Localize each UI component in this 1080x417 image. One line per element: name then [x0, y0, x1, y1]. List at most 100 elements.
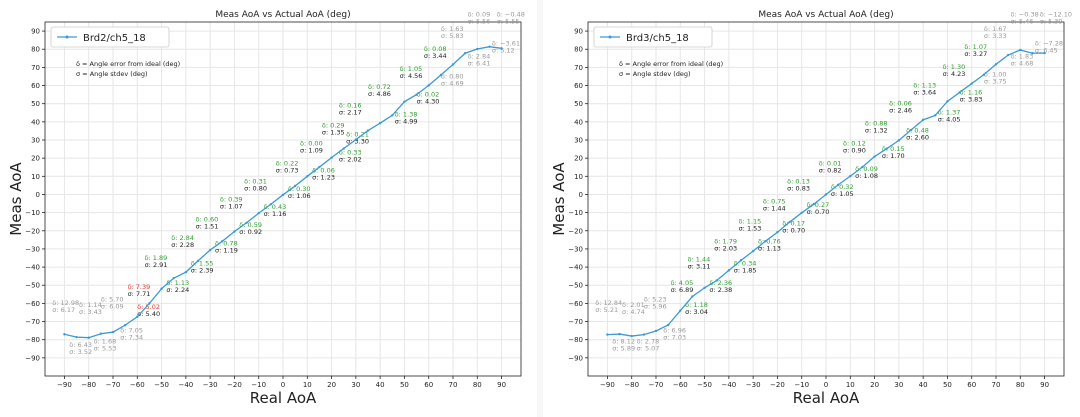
- data-point: [934, 114, 937, 117]
- y-tick-label: 40: [574, 118, 583, 126]
- data-point: [1043, 51, 1046, 55]
- legend-label: Brd2/ch5_18: [83, 33, 146, 44]
- data-point: [691, 295, 694, 298]
- note-sigma: σ = Angle stdev (deg): [619, 70, 691, 78]
- delta-label: δ: 0.09: [855, 165, 878, 173]
- point-annotation: δ: 0.43σ: 1.16: [264, 203, 287, 218]
- data-point: [1019, 48, 1022, 52]
- x-tick-label: 60: [424, 381, 433, 389]
- point-annotation: δ: 0.75σ: 1.44: [763, 198, 786, 213]
- data-point: [366, 129, 370, 132]
- point-annotation: δ: −0.38σ: 5.46: [1011, 11, 1039, 26]
- point-annotation: δ: 1.44σ: 3.11: [688, 256, 711, 271]
- delta-label: δ: 0.08: [424, 45, 447, 53]
- delta-label: δ: 1.13: [166, 279, 189, 287]
- data-point: [703, 286, 706, 289]
- chart-right: Meas AoA vs Actual AoA (deg) −90 −80 −70 −60…: [550, 10, 1072, 407]
- sigma-label: σ: 0.70: [807, 208, 830, 216]
- data-point: [776, 231, 779, 234]
- sigma-label: σ: 6.45: [1035, 47, 1058, 55]
- delta-label: δ: 0.78: [215, 239, 238, 247]
- delta-label: δ: 4.05: [671, 279, 694, 287]
- sigma-label: σ: 6.89: [671, 286, 694, 294]
- point-annotation: δ: 1.67σ: 3.33: [984, 25, 1007, 40]
- point-annotation: δ: 0.78σ: 1.19: [215, 239, 238, 254]
- point-annotation: δ: 1.00σ: 3.75: [984, 70, 1007, 85]
- point-annotation: δ: 1.37σ: 4.05: [938, 109, 961, 124]
- data-point: [982, 73, 986, 76]
- delta-label: δ: −3.61: [492, 40, 520, 48]
- sigma-label: σ: 6.09: [101, 303, 124, 311]
- point-annotation: δ: 1.13σ: 2.24: [166, 279, 189, 294]
- y-tick-label: −70: [25, 318, 40, 326]
- delta-label: δ: 0.12: [843, 139, 866, 147]
- delta-label: δ: 1.83: [1011, 52, 1034, 60]
- data-point: [751, 249, 755, 253]
- x-tick-label: −30: [746, 381, 761, 389]
- point-annotation: δ: 0.29σ: 1.35: [322, 121, 345, 136]
- sigma-label: σ: 5.56: [468, 18, 491, 26]
- delta-label: δ: 12.84: [595, 299, 622, 307]
- delta-label: δ: 0.80: [441, 72, 464, 80]
- point-annotation: δ: 8.12σ: 5.89: [612, 337, 635, 352]
- y-tick-label: −10: [25, 209, 40, 217]
- plot-frame: [44, 21, 522, 377]
- point-annotation: δ: 0.33σ: 2.02: [339, 149, 362, 164]
- point-annotation: δ: 1.05σ: 4.56: [400, 65, 423, 80]
- sigma-label: σ: 1.32: [865, 126, 888, 134]
- delta-label: δ: −7.28: [1035, 40, 1063, 48]
- note-delta: δ = Angle error from ideal (deg): [76, 60, 180, 68]
- y-axis-label: Meas AoA: [550, 162, 568, 236]
- delta-label: δ: 1.63: [441, 25, 464, 33]
- point-annotation: δ: 0.34σ: 1.85: [734, 259, 757, 274]
- x-tick-label: −80: [81, 381, 96, 389]
- sigma-label: σ: 6.41: [468, 59, 491, 67]
- delta-label: δ: 1.79: [714, 237, 737, 245]
- delta-label: δ: 1.14: [79, 301, 102, 309]
- point-annotation: δ: 1.83σ: 4.68: [1011, 52, 1034, 67]
- sigma-label: σ: 4.99: [395, 117, 418, 125]
- data-point: [618, 332, 621, 336]
- sigma-label: σ: 3.04: [685, 308, 708, 316]
- data-point: [427, 84, 430, 87]
- y-tick-label: 90: [574, 28, 583, 36]
- data-point: [921, 118, 925, 122]
- sigma-label: σ: 1.44: [763, 205, 786, 213]
- point-annotation: δ: 5.70σ: 6.09: [101, 296, 124, 311]
- point-annotation: δ: 0.16σ: 2.17: [339, 101, 362, 116]
- point-annotation: δ: 0.27σ: 0.70: [807, 201, 830, 216]
- data-point: [257, 211, 260, 215]
- y-tick-label: −90: [25, 354, 40, 362]
- delta-label: δ: 1.38: [395, 110, 418, 118]
- data-point: [873, 155, 876, 158]
- y-tick-label: −30: [568, 245, 583, 253]
- x-tick-label: −90: [57, 381, 72, 389]
- sigma-label: σ: 4.05: [938, 116, 961, 124]
- sigma-label: σ: 1.16: [264, 210, 287, 218]
- point-annotation: δ: 2.36σ: 2.38: [709, 279, 732, 294]
- delta-label: δ: 0.13: [787, 178, 810, 186]
- y-tick-label: −80: [568, 336, 583, 344]
- delta-label: δ: 0.15: [882, 145, 905, 153]
- data-point: [715, 279, 718, 282]
- data-point: [451, 63, 455, 66]
- delta-label: δ: 1.00: [984, 70, 1007, 78]
- sigma-label: σ: 7.03: [663, 333, 686, 341]
- sigma-label: σ: 0.92: [239, 228, 262, 236]
- delta-label: δ: 0.75: [763, 198, 786, 206]
- y-tick-label: 80: [31, 46, 40, 54]
- sigma-label: σ: 1.06: [288, 192, 311, 200]
- delta-label: δ: 0.31: [244, 178, 267, 186]
- y-tick-label: −70: [568, 318, 583, 326]
- sigma-label: σ: 4.23: [943, 70, 966, 78]
- data-point: [196, 259, 200, 263]
- point-annotation: δ: −3.61σ: 5.12: [492, 40, 520, 55]
- delta-label: δ: 0.59: [239, 221, 262, 229]
- x-tick-label: −50: [154, 381, 169, 389]
- delta-label: δ: 1.67: [984, 25, 1007, 33]
- y-axis-label: Meas AoA: [7, 162, 25, 236]
- legend-box: [593, 26, 713, 48]
- point-annotation: δ: 1.89σ: 2.91: [145, 254, 168, 269]
- point-annotation: δ: −7.28σ: 6.45: [1035, 40, 1063, 55]
- x-tick-label: −30: [203, 381, 218, 389]
